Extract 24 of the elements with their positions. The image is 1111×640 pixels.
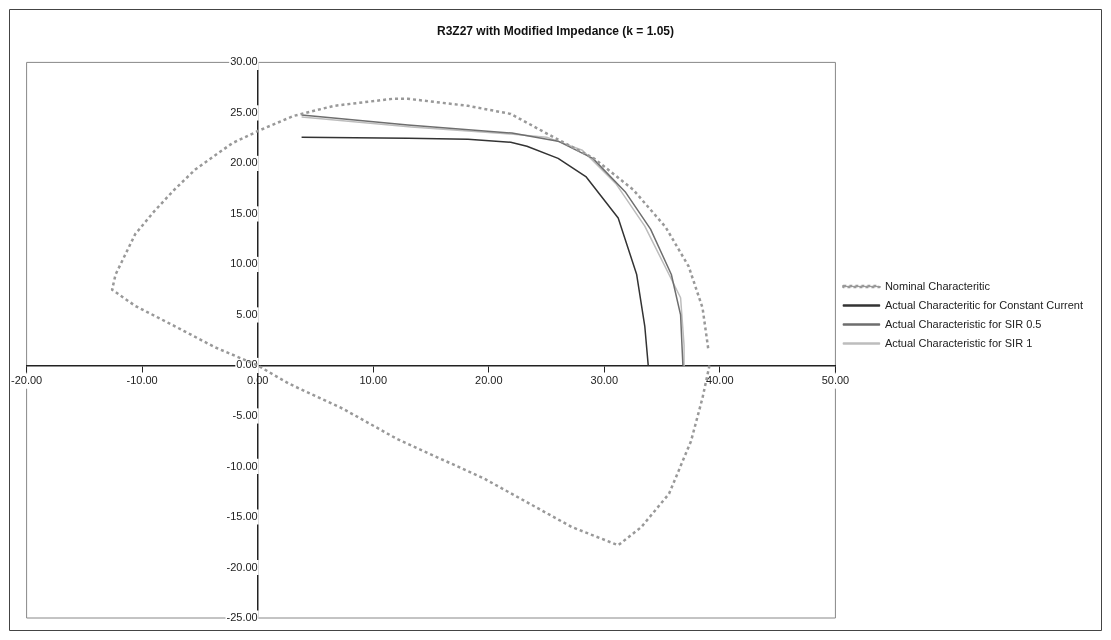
y-tick-label: -25.00 (226, 611, 258, 624)
x-tick-label: -10.00 (126, 374, 158, 387)
y-tick-label: -10.00 (226, 459, 258, 472)
y-tick-label: -5.00 (232, 408, 258, 421)
x-tick-label: 50.00 (821, 374, 850, 387)
x-tick-label: 30.00 (590, 374, 619, 387)
legend-label: Actual Characteristic for SIR 1 (884, 336, 1033, 349)
y-tick-label: 5.00 (236, 307, 258, 320)
x-tick-label: 40.00 (706, 374, 734, 387)
y-tick-label: 10.00 (230, 257, 258, 270)
x-tick-label: -20.00 (10, 374, 43, 387)
legend-label: Nominal Characteritic (884, 279, 991, 292)
x-tick-label: 20.00 (475, 374, 503, 387)
chart-title: R3Z27 with Modified Impedance (k = 1.05) (436, 23, 675, 38)
y-tick-label: 0.00 (236, 358, 258, 371)
y-tick-label: 25.00 (230, 105, 258, 118)
y-tick-label: 15.00 (230, 206, 258, 219)
legend-label: Actual Characteristic for SIR 0.5 (884, 317, 1042, 330)
y-tick-label: 30.00 (230, 55, 258, 68)
x-tick-label: 10.00 (359, 374, 387, 387)
y-tick-label: 20.00 (230, 156, 258, 169)
y-tick-label: -15.00 (226, 510, 258, 523)
y-tick-label: -20.00 (226, 560, 258, 573)
legend-label: Actual Characteritic for Constant Current (884, 298, 1084, 311)
